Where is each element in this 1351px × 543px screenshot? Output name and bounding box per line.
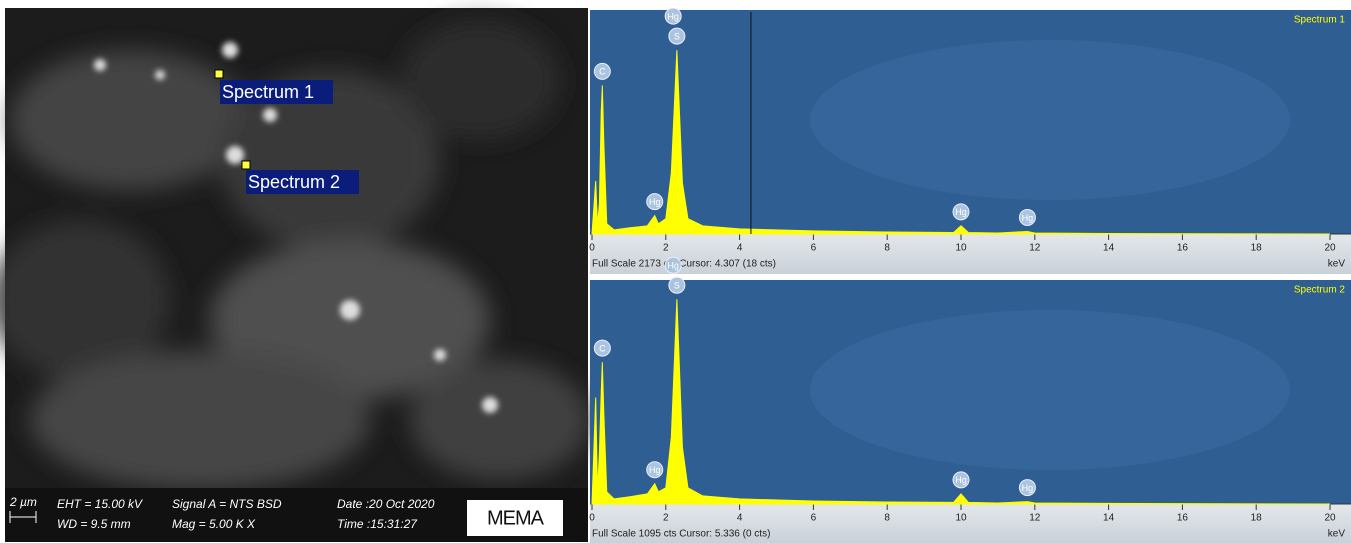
peak-label: Hg xyxy=(667,261,679,271)
x-tick-label: 2 xyxy=(663,243,669,254)
peak-label: C xyxy=(599,343,606,353)
x-tick-label: 12 xyxy=(1029,243,1041,254)
x-tick-label: 0 xyxy=(589,513,595,524)
peak-label: C xyxy=(599,67,606,77)
legend-label: Spectrum 2 xyxy=(1294,285,1346,296)
x-axis-label: keV xyxy=(1328,259,1346,270)
wd: WD = 9.5 mm xyxy=(57,517,131,531)
x-tick-label: 18 xyxy=(1251,513,1263,524)
peak-label: Hg xyxy=(1022,213,1034,223)
peak-label: S xyxy=(674,31,680,41)
x-tick-label: 10 xyxy=(955,243,967,254)
spectrum-marker xyxy=(215,70,223,78)
x-tick-label: 2 xyxy=(663,513,669,524)
plot-sheen xyxy=(810,40,1290,200)
x-tick-label: 8 xyxy=(884,513,890,524)
x-tick-label: 6 xyxy=(811,243,817,254)
peak-label: Hg xyxy=(1022,483,1034,493)
peak-label: Hg xyxy=(955,475,967,485)
x-axis-label: keV xyxy=(1328,529,1346,540)
date: Date :20 Oct 2020 xyxy=(337,497,435,511)
peak-label: Hg xyxy=(955,207,967,217)
x-tick-label: 10 xyxy=(955,513,967,524)
x-tick-label: 0 xyxy=(589,243,595,254)
x-tick-label: 6 xyxy=(811,513,817,524)
x-tick-label: 8 xyxy=(884,243,890,254)
x-tick-label: 4 xyxy=(737,243,743,254)
logo: MEMA xyxy=(487,507,545,529)
legend-label: Spectrum 1 xyxy=(1294,15,1346,26)
signal: Signal A = NTS BSD xyxy=(172,497,282,511)
time: Time :15:31:27 xyxy=(337,517,418,531)
x-tick-label: 14 xyxy=(1103,513,1115,524)
x-tick-label: 16 xyxy=(1177,243,1189,254)
x-tick-label: 14 xyxy=(1103,243,1115,254)
marker-label: Spectrum 2 xyxy=(248,172,340,192)
eht: EHT = 15.00 kV xyxy=(57,497,143,511)
peak-label: Hg xyxy=(649,197,661,207)
scale-label: 2 µm xyxy=(9,495,37,509)
x-tick-label: 20 xyxy=(1324,243,1336,254)
footer: Full Scale 1095 cts Cursor: 5.336 (0 cts… xyxy=(592,529,770,540)
peak-label: Hg xyxy=(649,465,661,475)
x-tick-label: 4 xyxy=(737,513,743,524)
x-tick-label: 12 xyxy=(1029,513,1041,524)
peak-label: Hg xyxy=(667,11,679,21)
x-tick-label: 18 xyxy=(1251,243,1263,254)
figure: Spectrum 1 Spectrum 2 2 µm EHT = 15.00 k… xyxy=(0,0,1351,543)
mag: Mag = 5.00 K X xyxy=(172,517,256,531)
x-tick-label: 16 xyxy=(1177,513,1189,524)
spectrum-marker xyxy=(242,161,250,169)
plot-sheen xyxy=(810,310,1290,470)
x-tick-label: 20 xyxy=(1324,513,1336,524)
peak-label: S xyxy=(674,281,680,291)
footer: Full Scale 2173 cts Cursor: 4.307 (18 ct… xyxy=(592,259,776,270)
marker-label: Spectrum 1 xyxy=(222,82,314,102)
